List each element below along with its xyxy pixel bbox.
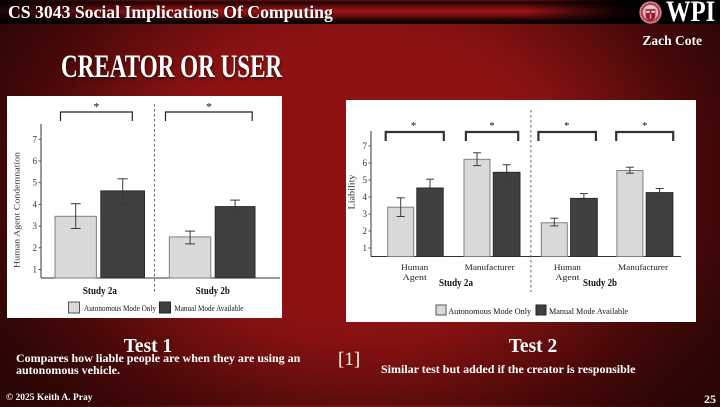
svg-text:Human Agent Condemnation: Human Agent Condemnation: [12, 151, 22, 268]
svg-text:Manual Mode Available: Manual Mode Available: [549, 306, 628, 316]
svg-text:3: 3: [363, 209, 368, 219]
svg-text:2: 2: [33, 243, 38, 253]
svg-text:Agent: Agent: [403, 273, 428, 282]
svg-text:4: 4: [363, 192, 368, 202]
svg-text:Study 2b: Study 2b: [583, 278, 617, 289]
svg-text:1: 1: [363, 243, 368, 253]
svg-text:7: 7: [363, 141, 368, 151]
svg-text:Study 2a: Study 2a: [439, 278, 473, 289]
svg-text:*: *: [411, 120, 417, 132]
svg-text:*: *: [564, 120, 570, 132]
svg-text:5: 5: [33, 178, 38, 188]
svg-text:Autonomous Mode Only: Autonomous Mode Only: [84, 304, 156, 313]
svg-text:3: 3: [33, 221, 38, 231]
svg-text:Manufacturer: Manufacturer: [618, 263, 668, 272]
svg-text:6: 6: [33, 156, 38, 166]
svg-text:*: *: [642, 120, 648, 132]
svg-text:Human: Human: [401, 263, 428, 272]
svg-text:*: *: [93, 100, 99, 114]
svg-text:Agent: Agent: [555, 273, 580, 282]
svg-text:7: 7: [33, 134, 38, 144]
svg-text:5: 5: [363, 175, 368, 185]
svg-text:*: *: [206, 100, 212, 114]
svg-text:6: 6: [363, 158, 368, 168]
svg-text:Manual Mode Available: Manual Mode Available: [174, 304, 243, 313]
svg-text:*: *: [489, 120, 495, 132]
svg-text:Liability: Liability: [347, 174, 357, 210]
svg-text:Manufacturer: Manufacturer: [465, 263, 515, 272]
svg-text:4: 4: [33, 199, 38, 209]
svg-text:Human: Human: [554, 263, 581, 272]
svg-text:1: 1: [33, 265, 38, 275]
svg-text:Study 2b: Study 2b: [196, 286, 230, 297]
svg-text:Autonomous Mode Only: Autonomous Mode Only: [448, 306, 532, 316]
svg-text:2: 2: [363, 226, 368, 236]
svg-text:Study 2a: Study 2a: [83, 286, 117, 297]
